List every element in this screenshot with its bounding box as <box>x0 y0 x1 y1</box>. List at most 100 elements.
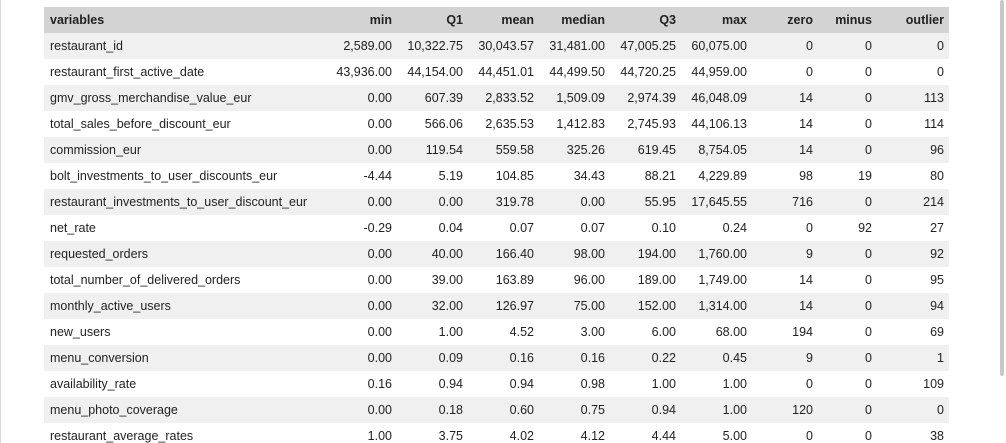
stat-cell-mean: 0.07 <box>509 221 534 235</box>
stat-cell-outlier: 27 <box>930 221 944 235</box>
stat-cell-q3: 55.95 <box>644 195 676 209</box>
stat-cell-q1: 0.00 <box>438 195 463 209</box>
stat-cell-q3: 6.00 <box>651 325 676 339</box>
column-header-max: max <box>721 13 747 27</box>
variable-name-cell: total_number_of_delivered_orders <box>50 273 241 287</box>
stat-cell-median: 98.00 <box>573 247 605 261</box>
stat-cell-q3: 2,745.93 <box>627 117 676 131</box>
stat-cell-max: 1,749.00 <box>698 273 747 287</box>
stat-cell-zero: 14 <box>799 299 813 313</box>
stat-cell-mean: 0.94 <box>509 377 534 391</box>
column-header-median: median <box>561 13 605 27</box>
stat-cell-minus: 0 <box>865 429 872 443</box>
stat-cell-mean: 4.52 <box>509 325 534 339</box>
table-row: total_sales_before_discount_eur 0.00 566.0… <box>44 111 949 137</box>
stat-cell-median: 4.12 <box>580 429 605 443</box>
stat-cell-outlier: 95 <box>930 273 944 287</box>
stat-cell-q1: 0.09 <box>438 351 463 365</box>
variable-name-cell: availability_rate <box>50 377 137 391</box>
stat-cell-mean: 0.16 <box>509 351 534 365</box>
table-row: restaurant_first_active_date 43,936.00 44,… <box>44 59 949 85</box>
table-header-row: variables min Q1 mean median Q3 max zero minus ou… <box>44 7 949 33</box>
stat-cell-median: 1,509.09 <box>556 91 605 105</box>
stat-cell-outlier: 0 <box>937 403 944 417</box>
stat-cell-minus: 0 <box>865 143 872 157</box>
table-row: monthly_active_users 0.00 32.00 126.97 75.00… <box>44 293 949 319</box>
stat-cell-min: 0.00 <box>367 117 392 131</box>
stat-cell-max: 8,754.05 <box>698 143 747 157</box>
variable-name-cell: commission_eur <box>50 143 142 157</box>
stat-cell-outlier: 109 <box>923 377 944 391</box>
stat-cell-min: 0.00 <box>367 325 392 339</box>
stat-cell-mean: 0.60 <box>509 403 534 417</box>
stat-cell-q3: 619.45 <box>637 143 676 157</box>
variable-name-cell: menu_photo_coverage <box>50 403 178 417</box>
column-header-minus: minus <box>835 13 872 27</box>
table-row: requested_orders 0.00 40.00 166.40 98.00 194.… <box>44 241 949 267</box>
stat-cell-q3: 88.21 <box>644 169 676 183</box>
panel-border <box>0 0 1 443</box>
stat-cell-outlier: 0 <box>937 65 944 79</box>
stat-cell-q1: 607.39 <box>424 91 463 105</box>
stat-cell-q1: 119.54 <box>425 143 463 157</box>
stat-cell-min: 43,936.00 <box>336 65 392 79</box>
stat-cell-mean: 163.89 <box>495 273 534 287</box>
table-row: menu_conversion 0.00 0.09 0.16 0.16 0.22 0.45 9… <box>44 345 949 371</box>
stat-cell-minus: 0 <box>865 403 872 417</box>
stat-cell-min: 0.00 <box>367 299 392 313</box>
stat-cell-minus: 0 <box>865 351 872 365</box>
stat-cell-median: 75.00 <box>573 299 605 313</box>
table-row: restaurant_investments_to_user_discount_… <box>44 189 949 215</box>
stat-cell-median: 3.00 <box>580 325 605 339</box>
table-body: restaurant_id 2,589.00 10,322.75 30,043.57 3… <box>44 33 949 443</box>
table-row: availability_rate 0.16 0.94 0.94 0.98 1.00 1.0… <box>44 371 949 397</box>
stat-cell-median: 0.00 <box>580 195 605 209</box>
stat-cell-outlier: 94 <box>930 299 944 313</box>
stat-cell-outlier: 113 <box>924 91 944 105</box>
stat-cell-q1: 40.00 <box>431 247 463 261</box>
column-header-min: min <box>369 13 392 27</box>
stat-cell-min: -4.44 <box>363 169 393 183</box>
table-row: bolt_investments_to_user_discounts_eur -4… <box>44 163 949 189</box>
table-row: restaurant_id 2,589.00 10,322.75 30,043.57 3… <box>44 33 949 59</box>
stat-cell-zero: 194 <box>792 325 813 339</box>
stat-cell-zero: 14 <box>799 117 813 131</box>
stat-cell-q1: 0.18 <box>438 403 463 417</box>
stat-cell-max: 44,959.00 <box>691 65 747 79</box>
stat-cell-q1: 39.00 <box>431 273 463 287</box>
stat-cell-zero: 716 <box>792 195 813 209</box>
stat-cell-median: 31,481.00 <box>549 39 605 53</box>
variable-name-cell: new_users <box>50 325 111 339</box>
stat-cell-median: 44,499.50 <box>549 65 605 79</box>
column-header-mean: mean <box>501 13 534 27</box>
table-row: menu_photo_coverage 0.00 0.18 0.60 0.75 0.94 1… <box>44 397 949 423</box>
stat-cell-zero: 98 <box>799 169 813 183</box>
table-row: new_users 0.00 1.00 4.52 3.00 6.00 68.00 194 0 69 <box>44 319 949 345</box>
stat-cell-min: 0.00 <box>367 143 392 157</box>
stat-cell-min: 0.00 <box>367 351 392 365</box>
table-row: commission_eur 0.00 119.54 559.58 325.26 619.… <box>44 137 949 163</box>
stat-cell-min: 0.00 <box>367 273 392 287</box>
scrollbar-thumb[interactable] <box>1000 0 1004 376</box>
stat-cell-min: 2,589.00 <box>343 39 392 53</box>
stat-cell-q3: 4.44 <box>651 429 676 443</box>
stat-cell-min: 0.00 <box>367 195 392 209</box>
variable-name-cell: restaurant_investments_to_user_discount_… <box>50 195 308 209</box>
stat-cell-zero: 14 <box>799 91 813 105</box>
stat-cell-q1: 3.75 <box>438 429 463 443</box>
vertical-scrollbar[interactable] <box>992 0 1006 443</box>
variable-name-cell: restaurant_first_active_date <box>50 65 205 79</box>
stat-cell-zero: 9 <box>806 247 813 261</box>
stat-cell-outlier: 69 <box>930 325 944 339</box>
stat-cell-zero: 14 <box>799 273 813 287</box>
stat-cell-max: 1.00 <box>722 403 747 417</box>
stat-cell-max: 5.00 <box>722 429 747 443</box>
stat-cell-max: 44,106.13 <box>691 117 747 131</box>
stat-cell-q1: 566.06 <box>424 117 463 131</box>
stat-cell-mean: 4.02 <box>509 429 534 443</box>
variable-name-cell: restaurant_id <box>50 39 123 53</box>
stat-cell-median: 0.98 <box>580 377 605 391</box>
table-row: restaurant_average_rates 1.00 3.75 4.02 4.12… <box>44 423 949 443</box>
stat-cell-q1: 0.94 <box>438 377 463 391</box>
